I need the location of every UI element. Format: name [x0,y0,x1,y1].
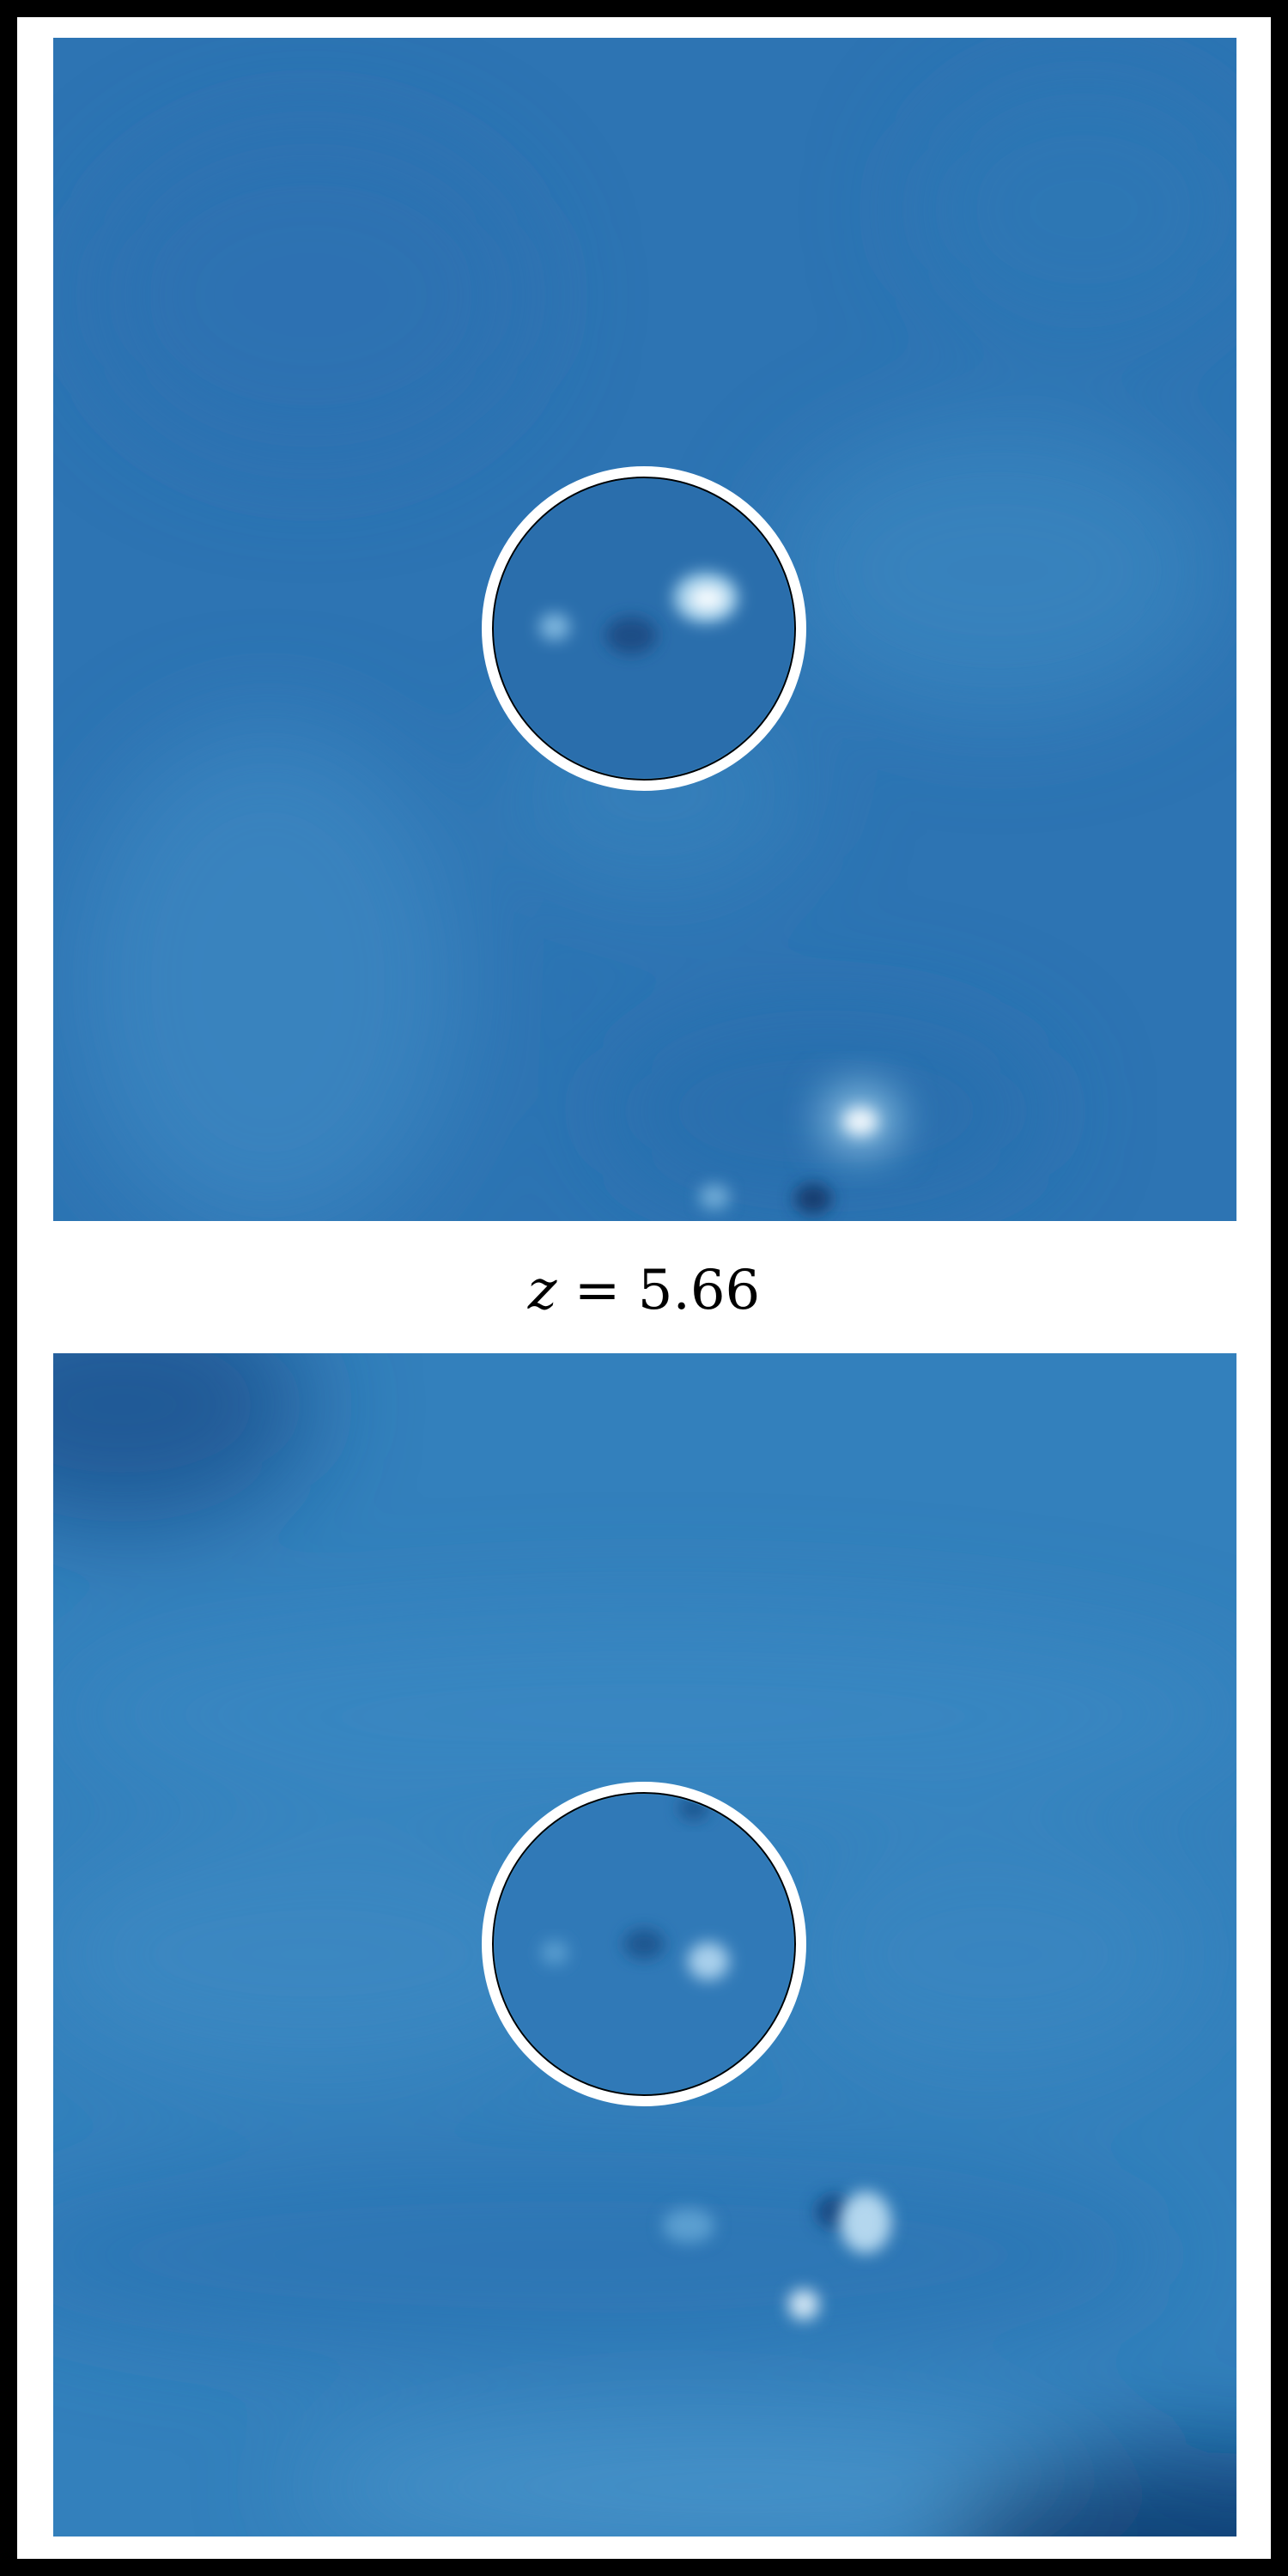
top-aperture-circle [482,466,806,791]
bottom-map-svg [53,1353,1236,2537]
top-aperture-content [495,479,793,778]
redshift-value: 5.66 [637,1259,761,1322]
bottom-image-panel [53,1353,1236,2537]
bottom-field-sources [663,2191,891,2320]
top-map-svg [53,38,1236,1221]
redshift-label: z = 5.66 [17,1252,1271,1329]
top-diffuse-emission [70,72,1236,1221]
redshift-variable: z [527,1259,557,1322]
bottom-aperture-content [495,1795,793,2093]
top-aperture-inner-edge [492,477,796,781]
figure-canvas: z = 5.66 [17,17,1271,2559]
bottom-diffuse-emission [53,1353,1236,2537]
top-field-sources [699,1085,899,1214]
bottom-aperture-circle [482,1782,806,2106]
redshift-equals: = [574,1259,621,1322]
top-image-panel [53,38,1236,1221]
bottom-aperture-inner-edge [492,1792,796,2096]
